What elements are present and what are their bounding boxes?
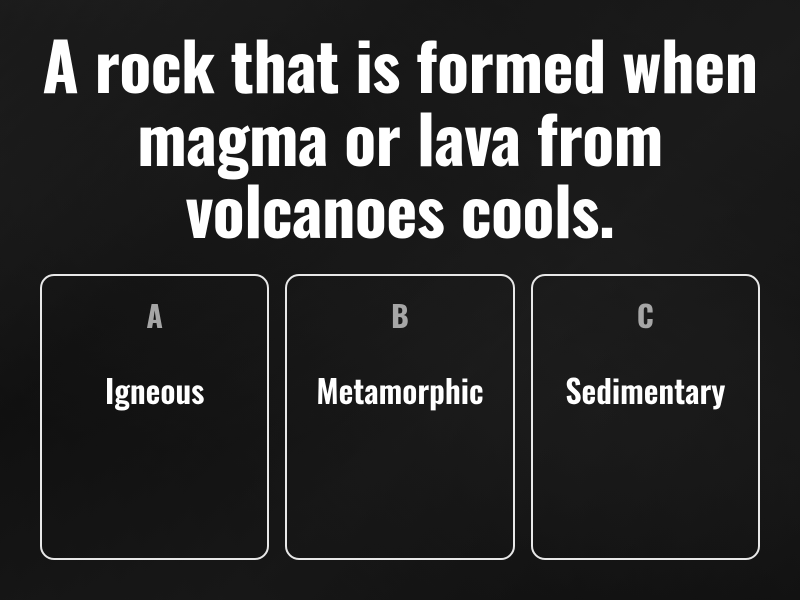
answer-text: Igneous xyxy=(105,373,204,410)
answer-text: Sedimentary xyxy=(565,373,725,410)
answer-letter: A xyxy=(146,292,163,337)
answer-letter: B xyxy=(391,292,409,337)
answer-option-b[interactable]: B Metamorphic xyxy=(285,274,514,560)
answer-option-a[interactable]: A Igneous xyxy=(40,274,269,560)
answer-option-c[interactable]: C Sedimentary xyxy=(531,274,760,560)
quiz-container: A rock that is formed when magma or lava… xyxy=(40,20,760,560)
answers-row: A Igneous B Metamorphic C Sedimentary xyxy=(40,274,760,560)
answer-letter: C xyxy=(637,292,654,337)
question-text: A rock that is formed when magma or lava… xyxy=(40,28,760,246)
answer-text: Metamorphic xyxy=(316,373,483,410)
